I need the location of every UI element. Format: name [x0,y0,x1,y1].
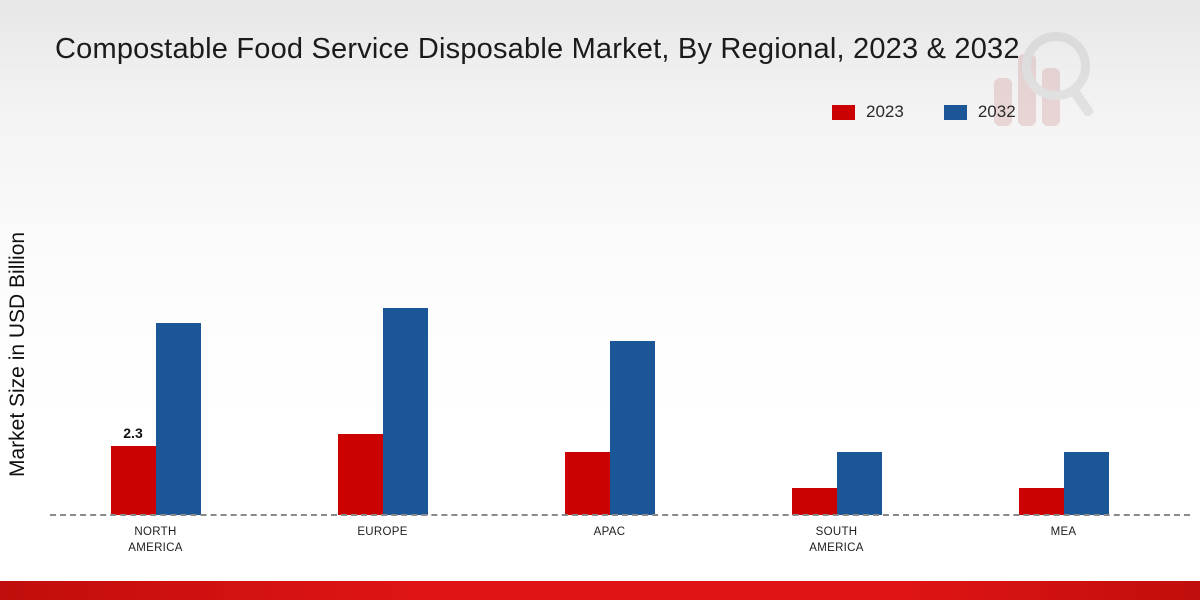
bar-2032-north-america [155,323,201,515]
bar-2023-mea [1018,488,1064,515]
legend-swatch-2032 [943,104,967,120]
category-label: APAC [593,526,626,538]
plot-area: 2.3 NORTH AMERICA EUROPE APAC SOUTH AMERICA M… [42,290,1177,554]
bar-2032-apac [609,341,655,515]
legend: 2023 2032 [832,102,1016,122]
legend-label-2032: 2032 [977,102,1016,121]
bar-2023-apac [564,452,610,515]
bar-2023-europe [337,434,383,515]
legend-item-2032: 2032 [943,102,1016,122]
chart-title: Compostable Food Service Disposable Mark… [55,33,1020,65]
bar-2032-south-america [836,452,882,515]
bar-group-north-america: 2.3 NORTH AMERICA [42,290,269,554]
bar-2032-europe [382,308,428,515]
category-label: EUROPE [357,526,408,538]
bar-group-south-america: SOUTH AMERICA [723,290,950,554]
bar-pair [337,308,428,515]
watermark-magnifier-icon [1022,32,1090,100]
bar-2023-south-america [791,488,837,515]
watermark-bar-icon [994,78,1012,126]
bar-pair [791,452,882,515]
bar-group-apac: APAC [496,290,723,538]
category-label: MEA [1050,526,1077,538]
x-axis-line [50,514,1190,516]
bar-pair: 2.3 [110,323,201,515]
bar-value-label: 2.3 [123,425,143,441]
watermark-magnifier-handle-icon [1067,84,1095,118]
bar-pair [564,341,655,515]
legend-item-2023: 2023 [832,102,904,122]
bar-2023-north-america: 2.3 [110,425,156,515]
category-label: SOUTH AMERICA [809,526,864,554]
y-axis-label: Market Size in USD Billion [6,231,29,478]
category-label: NORTH AMERICA [128,526,183,554]
watermark-logo [988,32,1095,136]
legend-swatch-2023 [832,104,855,120]
bar-group-mea: MEA [950,290,1177,538]
footer-bar [0,581,1200,600]
bar-pair [1018,452,1109,515]
legend-label-2023: 2023 [866,102,904,121]
bar-group-europe: EUROPE [269,290,496,538]
bar-2032-mea [1063,452,1109,515]
